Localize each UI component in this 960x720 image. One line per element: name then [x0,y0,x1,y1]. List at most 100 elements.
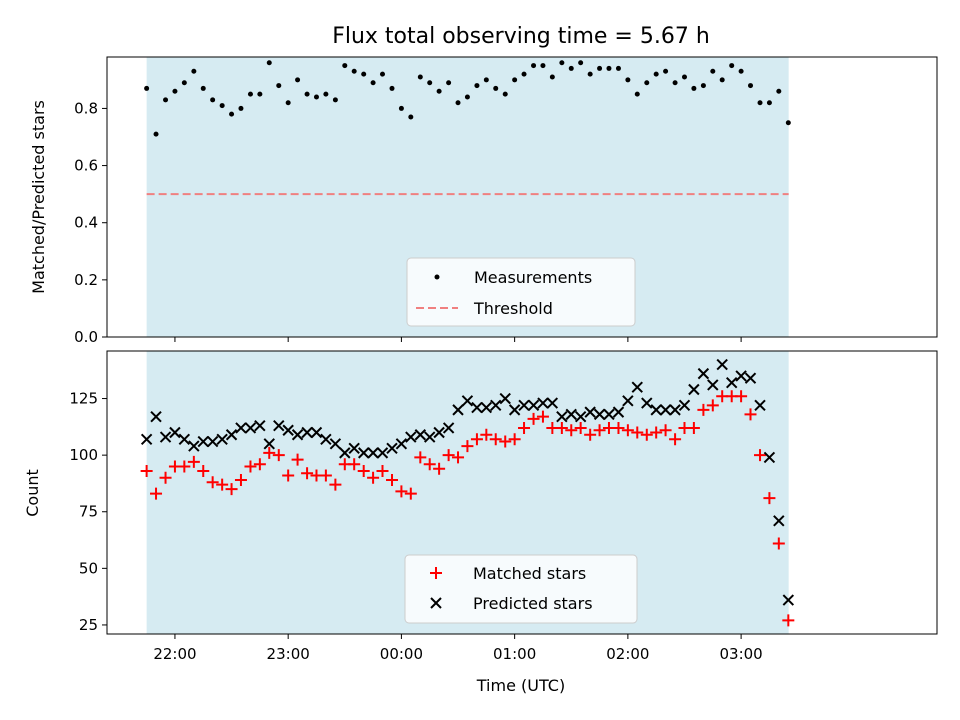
matched-stars-point [348,458,361,471]
predicted-stars-point [726,376,738,389]
predicted-stars-point [716,358,728,371]
matched-stars-point [621,424,634,437]
measurements-point [606,65,612,71]
predicted-stars-point [386,442,398,455]
matched-stars-point [480,428,493,441]
bottom-panel: 25 50 75 100 125 22:00 23:00 00:00 01:00 02:00 03… [23,350,938,695]
measurements-point [191,68,197,74]
matched-stars-point [527,412,540,425]
predicted-stars-point [631,381,643,393]
matched-stars-point [150,487,163,500]
legend-measurements-label: Measurements [474,268,592,287]
measurements-point [597,65,603,71]
predicted-stars-point [735,370,747,382]
measurements-point [531,63,537,69]
predicted-stars-point [480,401,493,414]
measurements-point [210,97,216,103]
measurements-point [549,74,555,80]
top-ylabel: Matched/Predicted stars [29,100,48,294]
predicted-stars-point [357,447,370,459]
xtick-label: 01:00 [493,645,536,663]
measurements-point [521,71,527,77]
matched-stars-point [178,460,191,473]
measurements-point [738,68,744,74]
measurements-point [389,85,395,91]
measurements-point [436,88,442,94]
matched-stars-point [555,421,568,434]
measurements-point [757,100,763,106]
measurements-point [351,68,357,74]
measurements-point [247,91,253,97]
xtick-label: 00:00 [380,645,423,663]
measurements-point [446,80,452,86]
matched-stars-point [518,421,531,434]
matched-stars-point [206,476,219,489]
matched-stars-point [565,424,578,437]
measurements-point [229,111,235,117]
matched-stars-point [357,464,370,477]
matched-stars-point [244,460,257,473]
predicted-stars-point [518,399,530,412]
predicted-stars-point [659,404,672,416]
matched-stars-point [763,492,776,505]
matched-stars-point [225,483,238,496]
measurements-point [455,100,461,106]
measurements-point [219,103,225,109]
legend-threshold-label: Threshold [473,299,553,318]
matched-stars-point [470,433,483,446]
predicted-stars-point [612,406,625,418]
matched-stars-point [782,614,795,627]
matched-stars-point [659,424,672,437]
top-legend: Measurements Threshold [406,257,636,327]
legend-matched-label: Matched stars [473,564,586,583]
predicted-stars-point [301,426,313,439]
predicted-stars-point [773,515,785,527]
predicted-stars-point [744,372,757,384]
matched-stars-point [735,390,748,403]
predicted-stars-point [678,399,691,412]
predicted-stars-point [140,433,153,446]
predicted-stars-point [188,440,200,452]
measurements-point [502,91,508,97]
measurements-point [342,63,348,69]
xtick-label: 23:00 [267,645,310,663]
matched-stars-point [687,421,700,434]
predicted-stars-point [593,408,606,421]
predicted-stars-point [688,383,700,396]
matched-stars-point [253,458,266,471]
measurements-point [625,77,631,83]
matched-stars-point [433,462,446,475]
matched-stars-point [489,433,502,446]
matched-stars-point [376,464,389,477]
predicted-stars-point [320,433,332,446]
top-panel: Flux total observing time = 5.67 h 0.0 0.… [29,24,938,346]
measurements-point [653,71,659,77]
matched-stars-point [216,478,229,491]
measurements-point [332,97,338,103]
predicted-stars-point [405,431,417,443]
measurements-point [361,71,367,77]
measurements-point [663,68,669,74]
matched-stars-point [508,433,521,446]
predicted-stars-point [537,397,549,409]
matched-stars-point [640,428,653,441]
measurements-point [295,77,301,83]
predicted-stars-point [707,379,719,391]
measurements-point [512,77,518,83]
predicted-stars-point [574,410,587,423]
xtick-label: 02:00 [606,645,649,663]
matched-stars-point [650,426,663,439]
predicted-stars-point [622,395,634,407]
measurements-point [238,105,244,111]
predicted-stars-point [754,399,766,412]
measurements-point [483,77,489,83]
measurements-point [587,71,593,77]
bottom-axes-frame [106,350,938,635]
predicted-stars-point [471,401,483,414]
predicted-stars-point [273,420,285,432]
predicted-stars-point [527,399,540,412]
matched-stars-point [187,455,200,468]
measurements-point [568,65,574,71]
matched-stars-point [395,485,408,498]
